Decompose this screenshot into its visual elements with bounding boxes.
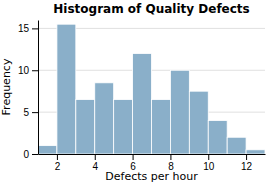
bar [208, 121, 227, 155]
tick-mark [208, 154, 209, 160]
bar [38, 146, 57, 154]
y-axis-label: Frequency [0, 58, 13, 115]
tick-mark [246, 154, 247, 160]
bar [152, 100, 171, 154]
tick: 15 [18, 23, 38, 34]
tick: 10 [203, 154, 215, 172]
tick: 12 [241, 154, 253, 172]
bar [95, 83, 114, 154]
tick: 5 [23, 107, 38, 118]
chart: 24681012051015Histogram of Quality Defec… [0, 0, 275, 184]
bar [57, 24, 76, 154]
tick: 2 [55, 154, 61, 172]
plot-area: 24681012051015 [18, 21, 266, 173]
tick-label: 5 [23, 107, 29, 118]
bar [170, 70, 189, 154]
tick-label: 4 [92, 161, 98, 172]
tick: 4 [92, 154, 98, 172]
bar [246, 150, 265, 154]
tick-mark [32, 70, 38, 71]
tick-mark [95, 154, 96, 160]
tick-mark [32, 28, 38, 29]
tick-mark [32, 154, 38, 155]
tick-label: 10 [18, 65, 30, 76]
y-axis: 0 5 10 15 [18, 21, 39, 160]
tick-label: 10 [203, 161, 215, 172]
tick: 10 [18, 65, 38, 76]
tick-mark [170, 154, 171, 160]
tick-label: 15 [18, 23, 30, 34]
bar [76, 100, 95, 154]
bar [114, 100, 133, 154]
tick: 0 [23, 149, 38, 160]
tick-mark [32, 112, 38, 113]
tick-label: 12 [241, 161, 253, 172]
x-axis-label: Defects per hour [105, 170, 198, 183]
axis-line [39, 154, 266, 155]
bars [38, 24, 265, 154]
bar [227, 137, 246, 154]
title: Histogram of Quality Defects [53, 2, 249, 16]
bar [133, 54, 152, 155]
axis-line [38, 21, 39, 155]
tick-label: 0 [23, 149, 29, 160]
tick-label: 2 [55, 161, 61, 172]
bar [189, 91, 208, 154]
tick-mark [133, 154, 134, 160]
tick-mark [57, 154, 58, 160]
